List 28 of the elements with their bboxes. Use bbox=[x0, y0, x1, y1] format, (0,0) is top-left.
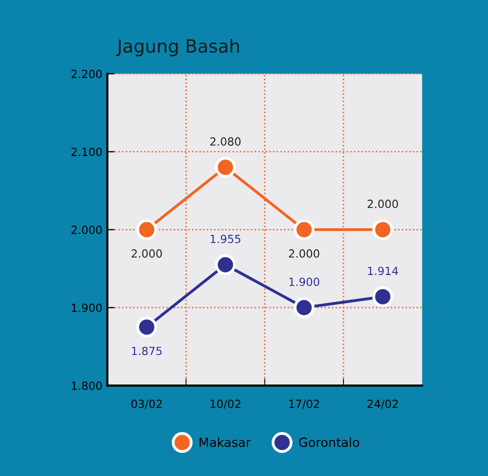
x-tick-label: 03/02 bbox=[131, 400, 162, 409]
y-tick-label: 1.900 bbox=[72, 304, 102, 312]
data-label: 1.914 bbox=[368, 266, 398, 276]
y-tick-label: 2.100 bbox=[72, 148, 102, 156]
x-tick-label: 24/02 bbox=[368, 400, 398, 409]
data-label: 1.900 bbox=[289, 278, 320, 286]
y-tick-label: 2.200 bbox=[72, 70, 102, 78]
y-tick-label: 2.000 bbox=[72, 226, 102, 234]
data-label: 1.875 bbox=[132, 346, 162, 356]
x-tick-label: 10/02 bbox=[210, 400, 240, 409]
data-label: 1.955 bbox=[210, 234, 240, 244]
x-tick-label: 17/02 bbox=[289, 400, 319, 409]
y-tick-label: 1.800 bbox=[72, 382, 102, 390]
data-label: 2.000 bbox=[132, 249, 162, 258]
point bbox=[214, 254, 236, 276]
chart-title: Jagung Basah bbox=[116, 38, 239, 56]
point bbox=[294, 219, 315, 240]
point bbox=[136, 316, 158, 338]
legend-label: Gorontalo bbox=[299, 437, 360, 448]
legend-label: Makasar bbox=[200, 437, 251, 448]
point bbox=[372, 219, 394, 240]
data-label: 2.000 bbox=[288, 249, 320, 258]
point bbox=[136, 219, 158, 240]
data-label: 2.000 bbox=[368, 200, 398, 208]
point bbox=[214, 156, 236, 178]
point bbox=[372, 286, 394, 308]
data-label: 2.080 bbox=[210, 137, 241, 146]
point bbox=[294, 297, 315, 318]
